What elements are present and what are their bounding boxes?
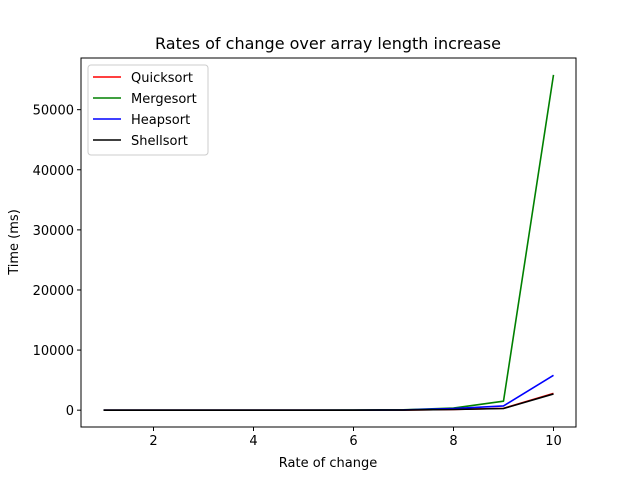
y-axis-label: Time (ms) bbox=[7, 209, 22, 276]
y-tick-label: 0 bbox=[66, 404, 74, 419]
y-tick-label: 30000 bbox=[33, 224, 74, 239]
axes-frame bbox=[80, 57, 577, 428]
legend-box bbox=[87, 64, 209, 156]
x-tick-label: 4 bbox=[249, 434, 257, 449]
y-axis-ticks: 0 10000 20000 30000 40000 50000 bbox=[33, 104, 81, 419]
y-tick-label: 10000 bbox=[33, 344, 74, 359]
y-tick-label: 20000 bbox=[33, 284, 74, 299]
legend: Quicksort Mergesort Heapsort Shellsort bbox=[87, 64, 209, 156]
x-tick-label: 2 bbox=[149, 434, 157, 449]
series-layer bbox=[103, 74, 555, 411]
x-tick-label: 6 bbox=[349, 434, 357, 449]
legend-label-shellsort: Shellsort bbox=[131, 134, 188, 149]
legend-label-quicksort: Quicksort bbox=[131, 71, 193, 86]
x-tick-label: 8 bbox=[449, 434, 457, 449]
x-tick-label: 10 bbox=[545, 434, 562, 449]
x-axis-ticks: 2 4 6 8 10 bbox=[149, 427, 562, 449]
plot-area: 2 4 6 8 10 0 10000 20000 30000 40000 50000 bbox=[33, 57, 577, 449]
x-axis-label: Rate of change bbox=[279, 456, 377, 471]
y-tick-label: 40000 bbox=[33, 164, 74, 179]
series-line-shellsort bbox=[103, 393, 554, 411]
chart-title: Rates of change over array length increa… bbox=[155, 34, 501, 53]
legend-label-mergesort: Mergesort bbox=[131, 92, 197, 107]
legend-label-heapsort: Heapsort bbox=[131, 113, 190, 128]
y-tick-label: 50000 bbox=[33, 104, 74, 119]
